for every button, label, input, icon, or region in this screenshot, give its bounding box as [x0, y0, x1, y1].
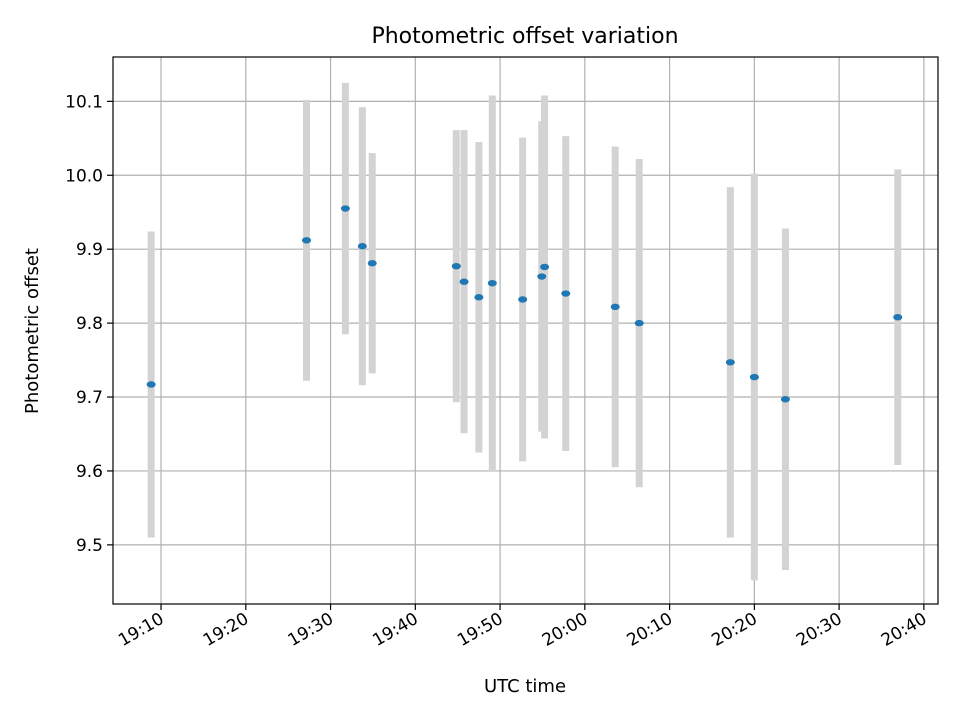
data-point — [459, 278, 469, 285]
y-axis-label: Photometric offset — [22, 248, 43, 414]
data-points — [146, 205, 903, 403]
data-point — [367, 260, 377, 267]
y-tick-label: 9.7 — [76, 388, 103, 408]
data-point — [537, 273, 547, 280]
data-point — [146, 381, 156, 388]
data-point — [634, 319, 644, 327]
data-point — [893, 313, 903, 321]
data-point — [340, 205, 350, 212]
data-point — [780, 396, 790, 403]
data-point — [302, 237, 312, 244]
data-point — [561, 290, 571, 297]
data-point — [725, 359, 735, 366]
data-point — [487, 279, 497, 287]
data-point — [749, 373, 759, 381]
y-tick-label: 10.0 — [65, 166, 103, 186]
y-tick-label: 9.8 — [76, 314, 103, 334]
data-point — [610, 303, 620, 311]
data-point — [357, 243, 367, 250]
x-axis-label: UTC time — [484, 676, 566, 697]
chart-title: Photometric offset variation — [371, 24, 678, 49]
y-tick-label: 9.5 — [76, 536, 103, 556]
y-tick-label: 9.6 — [76, 462, 103, 482]
data-point — [518, 296, 528, 303]
plot-frame — [112, 56, 939, 605]
y-tick-label: 9.9 — [76, 240, 103, 260]
data-point — [540, 263, 550, 271]
data-point — [451, 262, 461, 270]
y-tick-label: 10.1 — [65, 92, 103, 112]
data-point — [474, 294, 484, 301]
